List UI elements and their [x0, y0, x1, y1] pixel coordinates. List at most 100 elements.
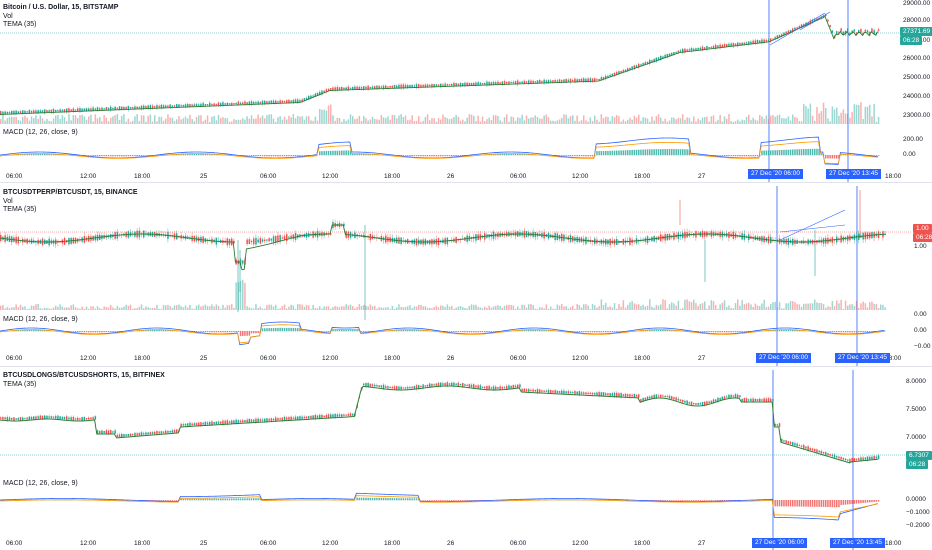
p2-volume-bar	[706, 308, 708, 310]
p2-histogram	[224, 331, 226, 333]
p1-histogram	[426, 155, 429, 157]
panel2-tema-indicator[interactable]: TEMA (35)	[3, 206, 37, 213]
panel3-tema-indicator[interactable]: TEMA (35)	[3, 381, 37, 388]
p3-histogram	[442, 500, 444, 501]
p1-volume-bar	[517, 117, 519, 124]
p3-candle	[314, 414, 317, 419]
p2-histogram	[796, 330, 798, 332]
p1-volume-bar	[704, 117, 706, 124]
panel1-tema-indicator[interactable]: TEMA (35)	[3, 21, 37, 28]
p2-histogram	[776, 330, 779, 332]
p1-histogram	[149, 155, 152, 156]
p3-candle	[385, 386, 387, 388]
p3-candle	[717, 397, 719, 402]
time-tick: 25	[200, 173, 208, 180]
p3-candle	[151, 432, 154, 434]
time-tick: 12:00	[322, 173, 339, 180]
p1-volume-bar	[497, 115, 499, 124]
p3-candle	[448, 383, 451, 385]
p2-volume-bar	[453, 308, 455, 310]
p1-volume-bar	[2, 114, 4, 124]
p2-volume-bar	[182, 307, 185, 310]
time-tick: 26	[447, 173, 455, 180]
p2-volume-bar	[138, 306, 141, 310]
p2-volume-bar	[814, 299, 816, 310]
p1-volume-bar	[420, 121, 422, 124]
p3-candle	[26, 417, 28, 420]
p1-volume-bar	[385, 117, 387, 124]
p1-candle	[257, 101, 259, 104]
p3-candle	[514, 385, 517, 388]
p1-histogram	[525, 154, 528, 156]
p3-macd-tick: 0.0000	[906, 496, 926, 503]
panel1-macd-label[interactable]: MACD (12, 26, close, 9)	[3, 129, 78, 136]
p2-histogram	[310, 330, 312, 332]
p1-candle	[851, 30, 853, 34]
p1-volume-bar	[415, 120, 418, 124]
p1-volume-bar	[382, 117, 385, 124]
p1-histogram	[611, 150, 614, 156]
p3-histogram	[730, 500, 732, 501]
p1-histogram	[508, 153, 510, 156]
panel2-macd-label[interactable]: MACD (12, 26, close, 9)	[3, 316, 78, 323]
p3-candle	[367, 383, 369, 387]
p2-volume-bar	[420, 304, 422, 310]
p3-candle	[233, 420, 235, 424]
p3-histogram	[387, 498, 389, 501]
p1-volume-bar	[92, 121, 94, 124]
p2-volume-bar	[607, 307, 609, 310]
panel2-volume-indicator[interactable]: Vol	[3, 198, 13, 205]
p2-volume-bar	[316, 308, 319, 310]
p1-candle	[206, 104, 209, 106]
p1-volume-bar	[686, 117, 688, 124]
p1-histogram	[369, 154, 372, 156]
p3-candle	[11, 418, 13, 420]
p3-candle	[781, 438, 783, 442]
p2-volume-bar	[255, 304, 257, 310]
p1-histogram	[833, 155, 836, 159]
p1-histogram	[519, 154, 521, 156]
p3-candle	[316, 415, 319, 418]
p3-candle	[187, 423, 189, 426]
p2-volume-bar	[737, 299, 739, 310]
p1-candle	[380, 86, 383, 88]
p2-volume-bar	[162, 304, 165, 310]
p1-volume-bar	[811, 115, 814, 124]
p3-histogram	[842, 500, 845, 505]
p1-histogram	[176, 154, 178, 156]
p2-histogram	[840, 331, 842, 333]
p1-candle	[299, 100, 301, 102]
p2-volume-bar	[770, 303, 772, 310]
p3-histogram	[477, 500, 479, 501]
p2-volume-bar	[745, 303, 748, 310]
panel1-volume-indicator[interactable]: Vol	[3, 13, 13, 20]
panel3-macd-label[interactable]: MACD (12, 26, close, 9)	[3, 480, 78, 487]
p1-candle	[860, 29, 862, 33]
p3-candle	[206, 422, 209, 425]
p2-histogram	[336, 329, 339, 332]
p1-candle	[484, 82, 486, 85]
p1-volume-bar	[829, 121, 831, 124]
p3-candle	[160, 431, 163, 434]
p1-candle	[767, 39, 770, 42]
p1-candle	[759, 40, 761, 43]
p1-candle	[697, 48, 699, 50]
p2-volume-bar	[121, 307, 123, 310]
p3-histogram	[358, 497, 361, 501]
p2-histogram	[673, 330, 675, 332]
p1-histogram	[24, 154, 26, 156]
p3-candle	[631, 394, 633, 397]
p1-candle	[198, 104, 200, 106]
p2-histogram	[264, 328, 266, 332]
p2-histogram	[869, 331, 871, 332]
p2-volume-bar	[800, 306, 803, 310]
p2-volume-bar	[776, 307, 779, 310]
p2-histogram	[530, 329, 532, 332]
p3-candle	[239, 420, 242, 423]
p1-histogram	[660, 149, 662, 156]
p2-volume-bar	[116, 305, 119, 310]
p2-volume-bar	[640, 305, 642, 310]
p3-histogram	[151, 500, 154, 501]
p3-histogram	[158, 500, 160, 501]
